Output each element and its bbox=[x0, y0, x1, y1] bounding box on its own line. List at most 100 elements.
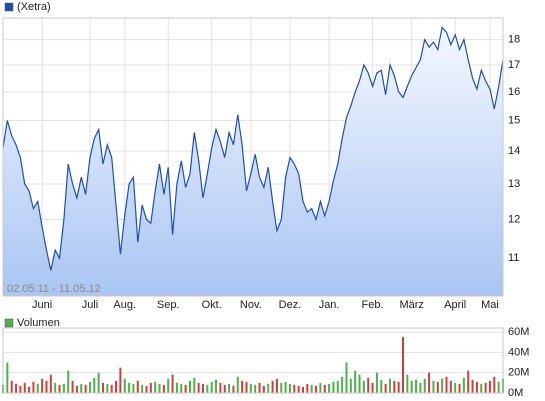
x-tick-label: Jan. bbox=[319, 299, 340, 311]
volume-bar bbox=[449, 380, 452, 393]
volume-bar bbox=[484, 382, 487, 393]
volume-bar bbox=[249, 383, 252, 393]
date-range: 02.05.11 - 11.05.12 bbox=[7, 283, 101, 295]
volume-bar bbox=[167, 378, 170, 393]
volume-bar bbox=[28, 386, 31, 393]
volume-bar bbox=[349, 378, 352, 393]
volume-bar bbox=[236, 376, 239, 393]
volume-bar bbox=[110, 384, 113, 393]
volume-bar bbox=[428, 372, 431, 393]
volume-bar bbox=[106, 383, 109, 393]
volume-bar bbox=[354, 370, 357, 393]
x-tick-label: Aug. bbox=[113, 299, 136, 311]
volume-bar bbox=[10, 380, 13, 393]
volume-bar bbox=[423, 378, 426, 393]
x-tick-label: Sep. bbox=[157, 299, 180, 311]
volume-bar bbox=[371, 382, 374, 393]
volume-bar bbox=[345, 362, 348, 393]
volume-bar bbox=[288, 383, 291, 393]
volume-bar bbox=[197, 382, 200, 393]
volume-bar bbox=[223, 384, 226, 393]
volume-bar bbox=[49, 374, 52, 393]
volume-bar bbox=[388, 378, 391, 393]
volume-bar bbox=[132, 383, 135, 393]
volume-bar bbox=[280, 382, 283, 393]
volume-bar bbox=[319, 382, 322, 393]
volume-bar bbox=[362, 380, 365, 393]
legend-label: Volumen bbox=[17, 317, 60, 329]
y-tick-label: 0M bbox=[508, 387, 523, 399]
volume-bar bbox=[67, 370, 70, 393]
volume-bar bbox=[241, 380, 244, 393]
volume-bar bbox=[384, 383, 387, 393]
volume-bar bbox=[149, 382, 152, 393]
volume-bar bbox=[493, 376, 496, 393]
volume-bar bbox=[445, 376, 448, 393]
volume-bar bbox=[393, 380, 396, 393]
volume-bar bbox=[475, 381, 478, 393]
volume-bar bbox=[336, 380, 339, 393]
volume-bar bbox=[141, 384, 144, 393]
volume-bar bbox=[15, 383, 18, 393]
volume-bar bbox=[302, 386, 304, 393]
volume-bar bbox=[184, 384, 187, 393]
volume-bar bbox=[145, 385, 148, 393]
volume-bar bbox=[410, 380, 413, 393]
plot-frame bbox=[2, 327, 504, 394]
y-tick-label: 14 bbox=[508, 145, 520, 157]
volume-bar bbox=[402, 337, 404, 393]
volume-bar bbox=[202, 383, 204, 393]
volume-bar bbox=[215, 379, 218, 393]
volume-bar bbox=[441, 378, 444, 393]
volume-bar bbox=[23, 382, 26, 393]
volume-bar bbox=[454, 382, 457, 393]
volume-bar bbox=[54, 382, 57, 393]
volume-bar bbox=[102, 382, 104, 393]
volume-bar bbox=[228, 383, 231, 393]
volume-bar bbox=[45, 380, 48, 393]
legend-swatch bbox=[4, 2, 14, 12]
volume-bar bbox=[406, 374, 409, 393]
volume-bar bbox=[415, 379, 418, 393]
area-fill bbox=[3, 27, 503, 296]
volume-bar bbox=[58, 384, 61, 393]
volume-bar bbox=[488, 380, 491, 393]
volume-bar bbox=[480, 383, 483, 393]
x-tick-label: Okt. bbox=[202, 299, 222, 311]
volume-bar bbox=[458, 383, 461, 393]
volume-bar bbox=[262, 385, 265, 393]
y-tick-label: 13 bbox=[508, 178, 520, 190]
volume-bar bbox=[71, 380, 74, 393]
legend-label: (Xetra) bbox=[17, 1, 51, 13]
volume-bar bbox=[271, 380, 274, 393]
x-tick-label: Mai bbox=[481, 299, 499, 311]
volume-bar bbox=[380, 379, 383, 393]
volume-bar bbox=[80, 383, 83, 393]
y-tick-label: 11 bbox=[508, 252, 519, 264]
volume-bar bbox=[275, 378, 278, 393]
volume-bar bbox=[136, 380, 139, 393]
x-tick-label: Feb. bbox=[362, 299, 384, 311]
volume-bar bbox=[154, 381, 157, 393]
x-tick-label: Juli bbox=[82, 299, 99, 311]
volume-bar bbox=[88, 381, 91, 393]
y-tick-label: 15 bbox=[508, 114, 520, 126]
volume-bar bbox=[232, 385, 235, 393]
volume-bar bbox=[310, 384, 313, 393]
y-tick-label: 12 bbox=[508, 213, 520, 225]
volume-bar bbox=[180, 383, 183, 393]
volume-bar bbox=[36, 383, 39, 393]
x-tick-label: Dez. bbox=[279, 299, 302, 311]
volume-bar bbox=[467, 370, 470, 393]
volume-bar bbox=[245, 381, 248, 393]
volume-bar bbox=[158, 383, 161, 393]
volume-bar bbox=[432, 380, 435, 393]
volume-bar bbox=[210, 381, 213, 393]
volume-bar bbox=[162, 384, 165, 393]
plot-frame bbox=[2, 17, 504, 297]
volume-bar bbox=[497, 381, 500, 393]
x-tick-label: April bbox=[444, 299, 466, 311]
y-tick-label: 16 bbox=[508, 86, 520, 98]
y-tick-label: 20M bbox=[508, 367, 529, 379]
